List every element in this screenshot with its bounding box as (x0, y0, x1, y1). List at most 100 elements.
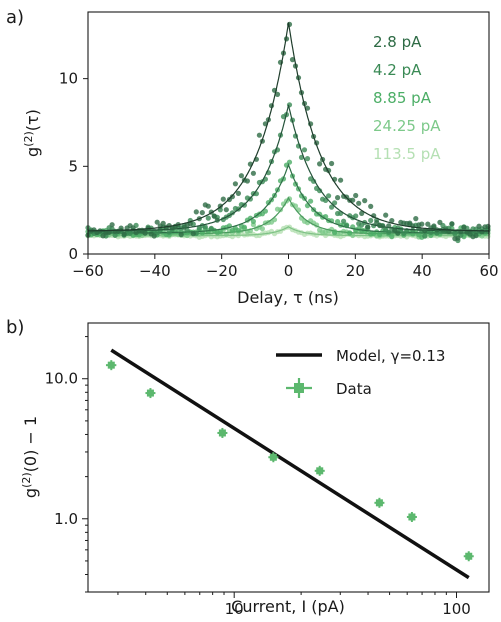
y-tick-label: 0 (68, 245, 78, 263)
data-point (112, 232, 118, 238)
data-point (105, 360, 117, 371)
x-tick-label: 10 (225, 600, 244, 618)
data-point (199, 210, 205, 216)
data-point (368, 203, 374, 209)
data-point (479, 229, 485, 235)
data-point (335, 195, 341, 201)
data-point (356, 200, 362, 206)
panel-b-xlabel: Current, I (pA) (231, 597, 345, 616)
data-point (286, 159, 293, 165)
data-point (178, 231, 184, 238)
data-point (335, 219, 341, 225)
panel-b-frame (87, 322, 490, 593)
data-point (359, 210, 365, 216)
panel-a-label: a) (6, 7, 24, 28)
data-point (217, 427, 228, 438)
data-point (223, 207, 229, 213)
model-line (110, 348, 470, 580)
data-point (350, 197, 356, 203)
fit-line (88, 104, 489, 232)
data-point (145, 388, 156, 399)
data-point (332, 230, 338, 236)
panel-b-legend: Model, γ=0.13 Data (276, 347, 445, 398)
panel-b: b) 10 100 1.0 10.0 Model, γ=0.13 Data Curre… (6, 317, 490, 618)
data-point (425, 221, 431, 227)
data-point (217, 228, 223, 234)
panel-a-ylabel-base: g (23, 147, 42, 157)
data-point (121, 231, 127, 237)
data-point (452, 231, 458, 237)
data-point (220, 196, 226, 202)
y-tick-label: 1.0 (54, 510, 78, 528)
x-tick-label: −60 (72, 262, 104, 280)
data-point (214, 217, 220, 223)
data-point (262, 208, 268, 214)
data-point (473, 233, 479, 239)
data-point (256, 132, 262, 138)
data-point (406, 511, 417, 522)
data-point (386, 223, 392, 229)
data-point (274, 91, 281, 97)
data-point (202, 224, 208, 230)
panel-b-label: b) (6, 317, 24, 338)
data-point (368, 217, 374, 224)
data-point (205, 203, 211, 209)
legend-data-label: Data (336, 380, 372, 398)
data-point (259, 226, 265, 232)
panel-b-ticks: 10 100 1.0 10.0 (45, 336, 471, 618)
data-point (428, 229, 434, 236)
data-point (241, 224, 247, 230)
legend-data-marker (286, 378, 312, 398)
data-point (437, 219, 443, 225)
panel-a-ticks: −60 −40 −20 0 20 40 60 0 5 10 (59, 70, 499, 280)
y-tick-label: 10 (59, 70, 78, 88)
x-tick-label: 100 (442, 600, 471, 618)
data-point (154, 219, 160, 225)
legend-label: 113.5 pA (373, 145, 441, 163)
data-point (250, 170, 256, 176)
data-point (235, 227, 241, 234)
legend-model-label: Model, γ=0.13 (336, 347, 445, 365)
data-point (395, 230, 401, 236)
data-point (353, 192, 359, 199)
data-point (211, 213, 217, 219)
data-point (142, 230, 148, 236)
data-point (413, 216, 419, 222)
panel-a-ylabel-rest: (τ) (23, 109, 42, 131)
data-point (268, 452, 279, 463)
y-tick-label: 10.0 (45, 370, 78, 388)
data-point (338, 177, 344, 183)
data-point (362, 198, 368, 204)
panel-b-ylabel-sup: (2) (20, 472, 33, 488)
data-point (232, 181, 238, 187)
data-point (229, 194, 235, 200)
data-point (190, 231, 196, 237)
fit-line (88, 22, 489, 232)
data-point (160, 220, 166, 226)
data-point (431, 223, 437, 229)
data-point (329, 160, 335, 167)
data-point (289, 57, 296, 63)
data-point (383, 212, 389, 218)
data-point (244, 178, 250, 184)
data-point (311, 178, 317, 184)
data-point (332, 200, 338, 206)
x-tick-label: 0 (284, 262, 294, 280)
data-point (317, 161, 323, 167)
panel-a-xlabel: Delay, τ (ns) (237, 288, 339, 307)
data-point (463, 551, 474, 562)
data-point (380, 223, 386, 229)
data-point (374, 497, 385, 508)
x-tick-label: −40 (139, 262, 171, 280)
data-point (377, 231, 383, 238)
data-point (476, 223, 482, 229)
x-tick-label: 20 (346, 262, 365, 280)
data-point (449, 221, 455, 227)
legend-label: 24.25 pA (373, 117, 441, 135)
data-point (419, 221, 425, 227)
panel-a-ylabel: g(2)(τ) (22, 109, 42, 157)
data-point (301, 147, 308, 153)
data-point (235, 190, 241, 196)
data-point (485, 223, 491, 229)
